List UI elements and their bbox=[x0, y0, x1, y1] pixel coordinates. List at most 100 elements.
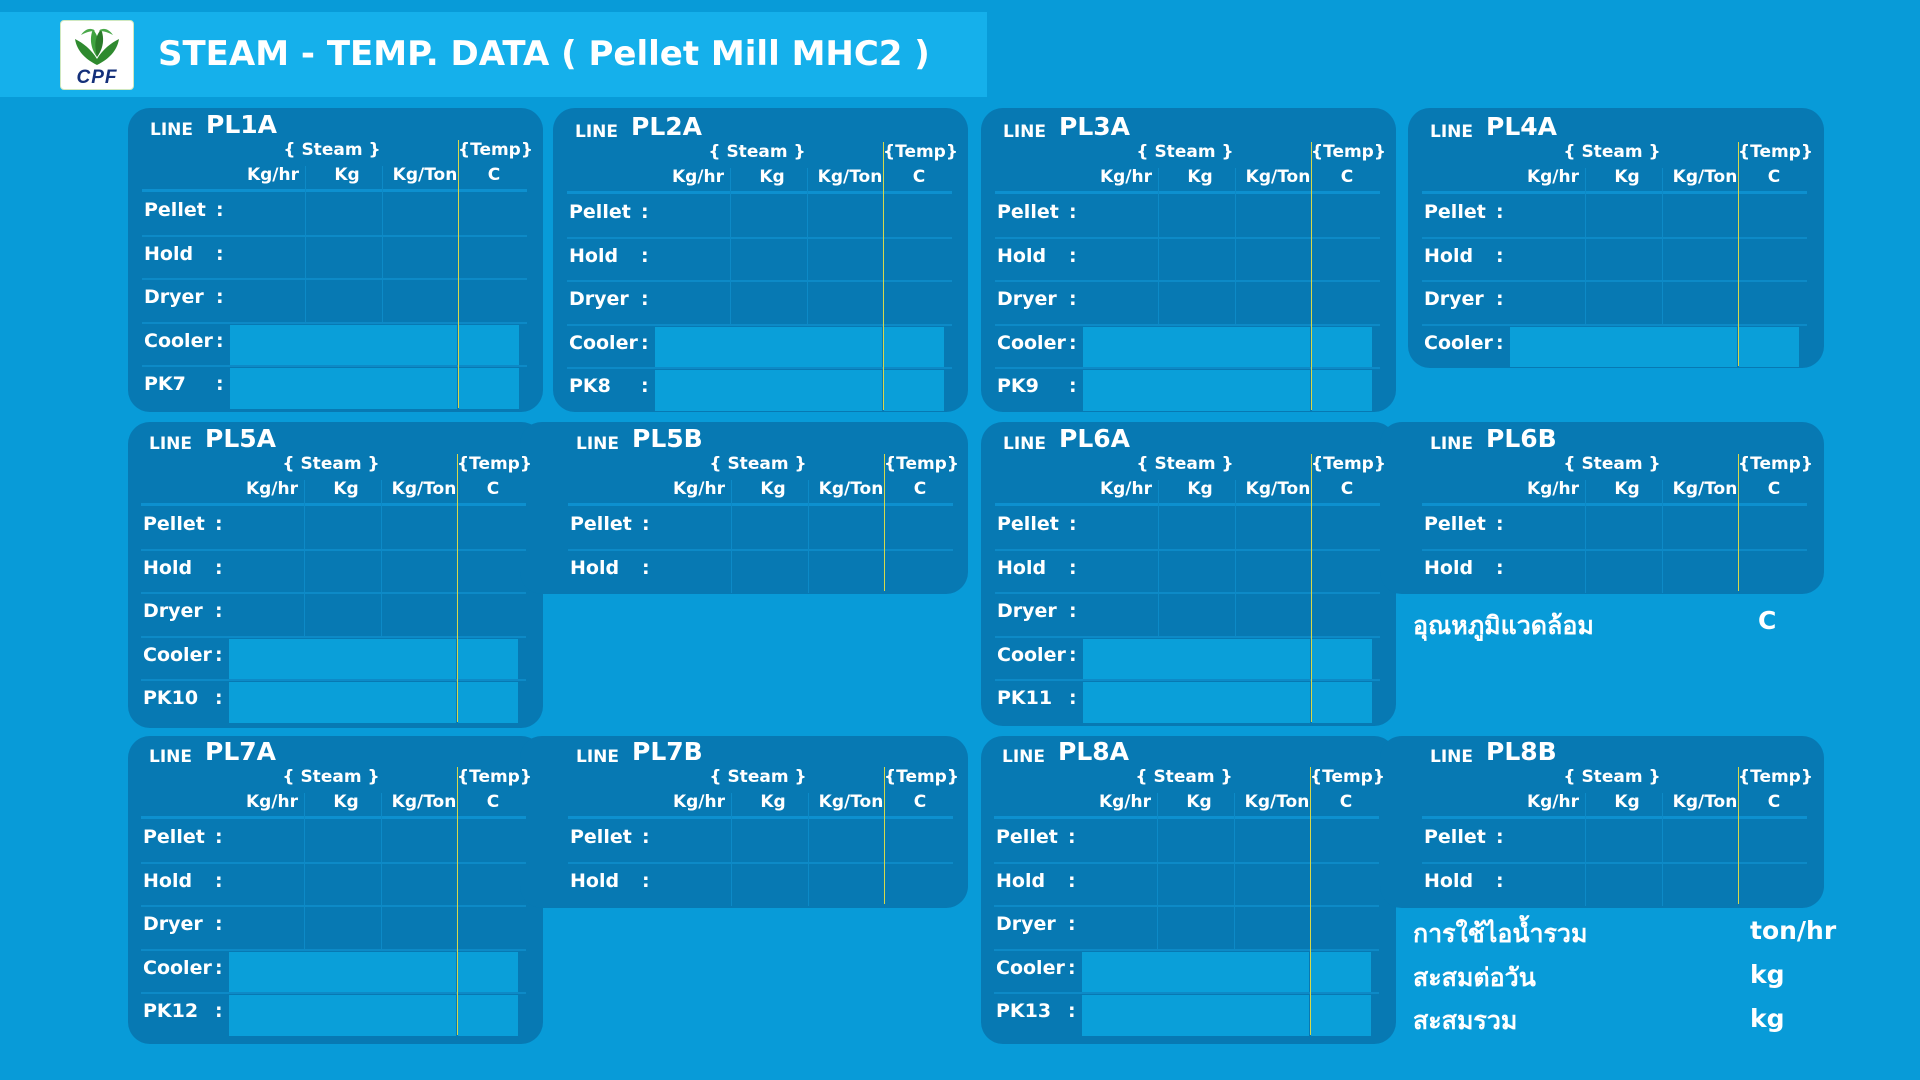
row-colon: : bbox=[642, 869, 650, 892]
row-colon: : bbox=[1068, 956, 1076, 979]
line-name: PL7B bbox=[632, 737, 703, 766]
value-cell[interactable] bbox=[229, 682, 456, 723]
temp-cell[interactable] bbox=[1739, 326, 1799, 367]
col-c-header: C bbox=[487, 165, 501, 185]
row-name: Dryer bbox=[997, 288, 1057, 310]
row-name: Pellet bbox=[996, 826, 1058, 848]
col-kg-hr-header: Kg/hr bbox=[1526, 167, 1580, 187]
temp-cell[interactable] bbox=[458, 995, 518, 1036]
row-name: Hold bbox=[997, 556, 1047, 579]
col-kg-hr-header: Kg/hr bbox=[1099, 479, 1153, 499]
row-colon: : bbox=[1069, 331, 1077, 354]
row-label: Hold: bbox=[997, 557, 1077, 579]
value-cell[interactable] bbox=[1083, 682, 1310, 723]
panel-pl8b bbox=[1380, 736, 1824, 908]
temp-cell[interactable] bbox=[459, 368, 519, 409]
row-divider bbox=[995, 548, 1380, 551]
steam-header: { Steam } bbox=[1136, 454, 1234, 474]
line-label: LINE bbox=[576, 434, 619, 454]
temp-cell[interactable] bbox=[458, 951, 518, 992]
row-label: Pellet: bbox=[144, 199, 224, 221]
row-colon: : bbox=[1069, 375, 1077, 397]
value-cell[interactable] bbox=[229, 951, 456, 992]
line-name: PL5B bbox=[632, 424, 703, 453]
row-label: Cooler: bbox=[996, 957, 1076, 979]
daily-total-unit: kg bbox=[1750, 960, 1785, 989]
row-name: PK13 bbox=[996, 1000, 1052, 1022]
row-divider bbox=[995, 635, 1380, 638]
value-cell[interactable] bbox=[1083, 326, 1310, 367]
temp-cell[interactable] bbox=[458, 638, 518, 679]
row-name: PK8 bbox=[569, 375, 611, 397]
row-name: Pellet bbox=[1424, 513, 1486, 535]
temp-cell[interactable] bbox=[1312, 326, 1372, 367]
row-label: Pellet: bbox=[1424, 826, 1504, 848]
temp-header: {Temp} bbox=[457, 767, 532, 787]
col-kg-header: Kg bbox=[1186, 792, 1212, 812]
row-name: Pellet bbox=[570, 513, 632, 535]
value-cell[interactable] bbox=[229, 638, 456, 679]
row-colon: : bbox=[1496, 513, 1504, 535]
value-cell[interactable] bbox=[1083, 638, 1310, 679]
row-divider bbox=[141, 905, 526, 907]
temp-cell[interactable] bbox=[1311, 951, 1371, 992]
line-label: LINE bbox=[149, 747, 192, 767]
temp-column-divider bbox=[457, 454, 458, 722]
value-cell[interactable] bbox=[655, 326, 882, 367]
value-cell[interactable] bbox=[229, 995, 456, 1036]
row-label: Pellet: bbox=[143, 513, 223, 535]
row-name: Hold bbox=[570, 556, 620, 579]
logo-text: CPF bbox=[76, 67, 118, 88]
temp-header: {Temp} bbox=[1310, 767, 1385, 787]
col-c-header: C bbox=[912, 167, 926, 187]
header-bar bbox=[0, 12, 987, 97]
steam-header: { Steam } bbox=[1563, 142, 1661, 162]
value-cell[interactable] bbox=[1082, 951, 1309, 992]
col-kg-hr-header: Kg/hr bbox=[245, 792, 299, 812]
row-divider bbox=[995, 236, 1380, 239]
row-name: Pellet bbox=[143, 826, 205, 848]
row-label: Cooler: bbox=[997, 332, 1077, 354]
row-divider bbox=[994, 861, 1379, 864]
row-name: Hold bbox=[569, 244, 619, 267]
value-cell[interactable] bbox=[230, 368, 457, 409]
col-kg-ton-header: Kg/Ton bbox=[1245, 167, 1311, 187]
row-name: Cooler bbox=[997, 331, 1066, 354]
temp-cell[interactable] bbox=[884, 326, 944, 367]
value-cell[interactable] bbox=[655, 370, 882, 411]
temp-cell[interactable] bbox=[459, 324, 519, 365]
row-name: Dryer bbox=[143, 913, 203, 935]
row-label: Hold: bbox=[143, 557, 223, 579]
row-divider bbox=[142, 234, 527, 237]
row-colon: : bbox=[1496, 556, 1504, 579]
row-colon: : bbox=[1069, 687, 1077, 709]
value-cell[interactable] bbox=[1083, 370, 1310, 411]
row-colon: : bbox=[215, 513, 223, 535]
row-colon: : bbox=[216, 242, 224, 265]
temp-cell[interactable] bbox=[458, 682, 518, 723]
temp-cell[interactable] bbox=[884, 370, 944, 411]
value-cell[interactable] bbox=[1082, 995, 1309, 1036]
steam-header: { Steam } bbox=[282, 454, 380, 474]
temp-column-divider bbox=[883, 142, 884, 410]
row-divider bbox=[567, 323, 952, 326]
row-colon: : bbox=[642, 513, 650, 535]
panel-pl5b bbox=[520, 422, 968, 594]
col-kg-ton-header: Kg/Ton bbox=[817, 167, 883, 187]
ambient-temp-unit: C bbox=[1758, 606, 1777, 635]
row-divider bbox=[995, 592, 1380, 594]
col-kg-header: Kg bbox=[759, 167, 785, 187]
row-label: Dryer: bbox=[997, 600, 1077, 622]
row-label: Cooler: bbox=[143, 957, 223, 979]
temp-cell[interactable] bbox=[1311, 995, 1371, 1036]
temp-cell[interactable] bbox=[1312, 682, 1372, 723]
temp-column-divider bbox=[1738, 767, 1739, 904]
column-divider bbox=[305, 166, 306, 323]
temp-cell[interactable] bbox=[1312, 638, 1372, 679]
column-divider bbox=[382, 166, 383, 323]
col-kg-ton-header: Kg/Ton bbox=[818, 792, 884, 812]
col-c-header: C bbox=[486, 792, 500, 812]
value-cell[interactable] bbox=[230, 324, 457, 365]
temp-cell[interactable] bbox=[1312, 370, 1372, 411]
value-cell[interactable] bbox=[1510, 326, 1737, 367]
